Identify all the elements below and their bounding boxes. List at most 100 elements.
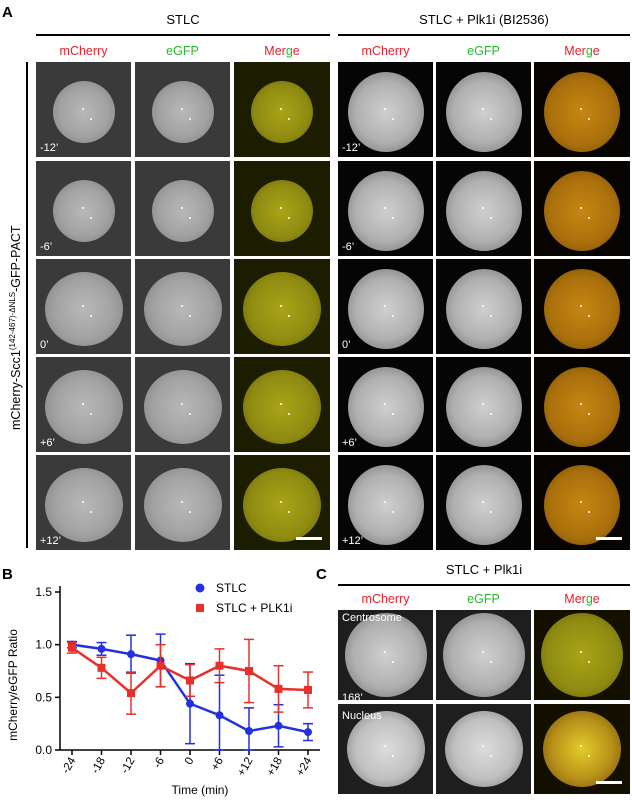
x-tick-label: -24	[60, 755, 79, 776]
image-tile-r1-c4	[436, 161, 531, 256]
cell	[544, 366, 620, 447]
centrosome-dot	[391, 661, 394, 663]
centrosome-dot	[180, 206, 183, 209]
centrosome-dot	[580, 745, 582, 747]
x-tick-label: +24	[294, 755, 314, 778]
time-label: -6’	[40, 241, 53, 253]
centrosome-dot	[288, 117, 290, 120]
centrosome-dot	[89, 117, 92, 120]
header-egfp-left: eGFP	[166, 44, 199, 58]
centrosome-dot	[81, 402, 84, 405]
merge-e: e	[592, 592, 600, 606]
image-tile-r0-c4	[436, 62, 531, 157]
panel-c-letter: C	[316, 566, 327, 583]
merge-e: e	[292, 44, 300, 58]
merge-er: er	[274, 44, 286, 58]
centrosome-dot	[280, 304, 282, 307]
data-point	[68, 643, 76, 652]
x-axis-label: Time (min)	[172, 783, 229, 797]
ratio-line-chart: 0.0 0.5 1.0 1.5 -24 -18 -12 -6 0 +6 +12 +18 +24 STLC…	[6, 581, 320, 797]
c-header-merge: Merge	[534, 592, 630, 606]
data-point	[304, 728, 312, 737]
x-tick-label: +12	[235, 756, 255, 779]
c-image-tile-r1-c2	[534, 704, 630, 794]
cell	[151, 179, 214, 242]
image-tile-r3-c1	[135, 357, 230, 452]
scale-bar	[296, 537, 322, 540]
centrosome-dot	[288, 510, 290, 513]
centrosome-dot	[188, 314, 191, 317]
header-merge-left: Merge	[234, 44, 330, 58]
cell	[52, 179, 115, 242]
x-tick-label: -18	[89, 756, 108, 776]
centrosome-dot	[489, 117, 492, 120]
image-tile-r3-c5	[534, 357, 630, 452]
time-label: +12’	[342, 535, 364, 547]
centrosome-dot	[288, 216, 290, 219]
centrosome-dot	[489, 755, 492, 757]
image-tile-r4-c4	[436, 455, 531, 550]
centrosome-dot	[188, 216, 191, 219]
centrosome-dot	[383, 206, 386, 209]
image-tile-r4-c3: +12’	[338, 455, 433, 550]
cell	[52, 80, 115, 143]
image-tile-r1-c3: -6’	[338, 161, 433, 256]
image-tile-r0-c5	[534, 62, 630, 157]
data-point	[274, 684, 283, 693]
centrosome-dot	[180, 402, 183, 405]
cell	[445, 366, 522, 447]
merge-g: g	[585, 592, 593, 606]
data-point	[127, 689, 135, 698]
centrosome-dot	[489, 314, 492, 317]
data-point	[186, 699, 194, 708]
chart-series: STLC STLC + PLK1i	[67, 581, 313, 751]
centrosome-dot	[489, 412, 492, 415]
centrosome-dot	[481, 500, 484, 503]
cell	[445, 71, 522, 152]
centrosome-dot	[383, 107, 386, 110]
cell	[445, 268, 522, 349]
header-mcherry-right: mCherry	[361, 44, 410, 58]
centrosome-dot	[391, 117, 394, 120]
time-label: +12’	[40, 535, 62, 547]
c-image-tile-r0-c1	[436, 610, 531, 700]
image-tile-r4-c2	[234, 455, 330, 550]
merge-er: er	[574, 592, 586, 606]
centrosome-dot	[81, 107, 84, 110]
legend-label: STLC	[216, 581, 247, 595]
image-tile-r0-c2	[234, 62, 330, 157]
c-image-tile-r0-c2	[534, 610, 630, 700]
image-tile-r2-c0: 0’	[36, 259, 131, 354]
centrosome-dot	[588, 314, 590, 317]
centrosome-dot	[180, 107, 183, 110]
centrosome-dot	[391, 755, 394, 757]
centrosome-dot	[580, 402, 582, 405]
cell	[541, 613, 623, 697]
panel-c-rule	[338, 584, 630, 586]
chart-axes: 0.0 0.5 1.0 1.5 -24 -18 -12 -6 0 +6 +12 +18 +24	[35, 585, 320, 778]
cell	[243, 369, 321, 444]
data-point	[304, 685, 312, 694]
centrosome-dot	[383, 651, 386, 653]
data-point	[215, 711, 224, 720]
legend-label: STLC + PLK1i	[216, 601, 292, 615]
cell	[346, 711, 425, 787]
time-label: 0’	[342, 339, 351, 351]
image-tile-r4-c1	[135, 455, 230, 550]
centrosome-dot	[580, 206, 582, 209]
header-mcherry-left: mCherry	[59, 44, 108, 58]
centrosome-dot	[383, 304, 386, 307]
image-tile-r2-c5	[534, 259, 630, 354]
c-label-centrosome: Centrosome	[342, 612, 402, 624]
data-point	[215, 661, 224, 670]
image-tile-r0-c1	[135, 62, 230, 157]
cell	[347, 71, 424, 152]
cell	[251, 179, 313, 242]
centrosome-dot	[288, 314, 290, 317]
cell	[44, 369, 123, 444]
centrosome-dot	[580, 107, 582, 110]
centrosome-dot	[383, 402, 386, 405]
merge-g: g	[585, 44, 593, 58]
x-tick-label: 0	[183, 756, 197, 768]
centrosome-dot	[280, 402, 282, 405]
